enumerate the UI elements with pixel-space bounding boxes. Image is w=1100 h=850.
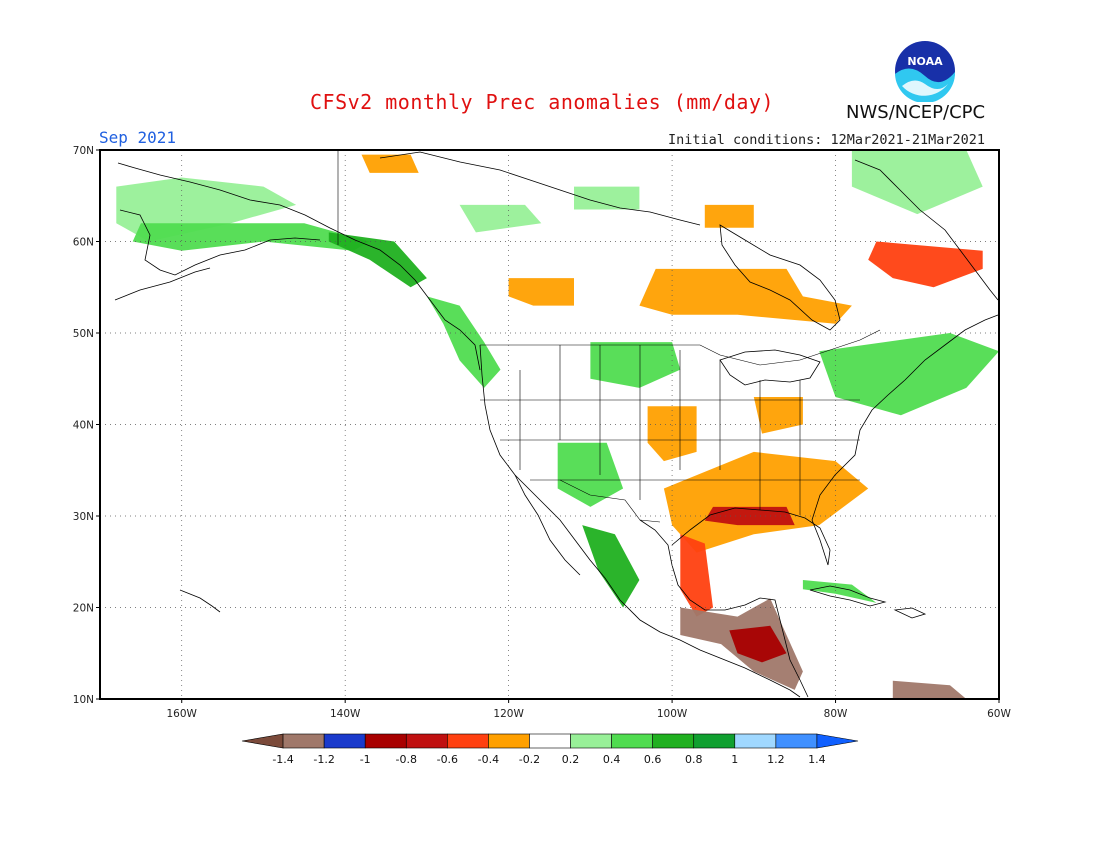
colorbar-segment — [364, 733, 407, 749]
anomaly-region-venezuela-brown — [892, 680, 967, 699]
anomaly-region-sierra-madre-green — [582, 525, 640, 608]
colorbar-label: -0.4 — [478, 753, 499, 766]
colorbar-segment — [323, 733, 366, 749]
colorbar-label: -1 — [360, 753, 371, 766]
anomaly-region-southern-alaska — [132, 223, 370, 251]
aleutians — [114, 267, 211, 301]
us-gulf-coast — [671, 507, 831, 566]
colorbar — [241, 733, 859, 749]
forecast-month: Sep 2021 — [99, 128, 177, 147]
anomaly-region-great-lakes-orange — [753, 397, 803, 434]
agency-label: NWS/NCEP/CPC — [846, 102, 986, 123]
hudson-bay — [719, 224, 841, 331]
us-canada-border — [480, 329, 881, 366]
pacific-coast — [479, 344, 801, 698]
colorbar-segment — [447, 733, 489, 749]
lat-label: 10N — [73, 694, 94, 706]
anomaly-region-cuba-green — [802, 580, 877, 603]
colorbar-segment — [405, 733, 448, 749]
lon-label: 140W — [330, 708, 361, 720]
colorbar-label: 1.2 — [767, 753, 785, 766]
colorbar-segment — [529, 733, 571, 749]
colorbar-segment — [282, 733, 325, 749]
colorbar-label: 1 — [731, 753, 738, 766]
alaska-west-coast — [119, 209, 321, 276]
noaa-logo: NOAA — [895, 41, 956, 102]
colorbar-label: 1.4 — [808, 753, 826, 766]
colorbar-segment — [652, 733, 695, 749]
colorbar-segment — [693, 733, 736, 749]
anomaly-region-central-america-red — [729, 625, 787, 663]
colorbar-segment — [734, 733, 777, 749]
anomaly-region-eastern-mexico-orange — [680, 534, 713, 617]
us-mexico-border — [530, 479, 661, 523]
longitude-labels: 160W 140W 120W 100W 80W 60W — [167, 699, 1011, 720]
anomaly-region-southwest-green — [557, 442, 624, 507]
anomaly-region-nunavut-green — [574, 186, 640, 210]
latitude-labels: 70N 60N 50N 40N 30N 20N 10N — [73, 145, 100, 706]
colorbar-label: 0.6 — [644, 753, 662, 766]
anomaly-region-northern-plains-green — [590, 342, 681, 388]
hispaniola — [893, 607, 927, 619]
coastlines — [114, 151, 999, 698]
colorbar-segment — [611, 733, 653, 749]
borders — [337, 150, 881, 523]
lon-label: 120W — [493, 708, 524, 720]
baja-california — [514, 474, 581, 576]
colorbar-label: -0.8 — [396, 753, 417, 766]
lat-label: 40N — [73, 420, 94, 432]
lat-label: 60N — [73, 237, 94, 249]
colorbar-segment — [570, 733, 612, 749]
lat-label: 20N — [73, 603, 94, 615]
lon-label: 60W — [987, 708, 1011, 720]
lat-label: 30N — [73, 511, 94, 523]
cuba — [809, 585, 887, 607]
lat-label: 70N — [73, 145, 94, 157]
colorbar-segment — [488, 733, 530, 749]
anomaly-region-quebec-labrador — [868, 241, 983, 288]
colorbar-label: 0.2 — [562, 753, 580, 766]
lon-label: 100W — [657, 708, 688, 720]
anomaly-region-baffin-green — [851, 150, 983, 215]
noaa-logo-text: NOAA — [907, 55, 943, 68]
initial-conditions: Initial conditions: 12Mar2021-21Mar2021 — [668, 132, 985, 148]
greenland-baffin — [854, 159, 999, 301]
anomaly-region-northern-canada-green — [459, 204, 542, 233]
arctic-islands — [379, 151, 701, 226]
colorbar-label: 0.8 — [685, 753, 703, 766]
hawaii — [179, 589, 221, 613]
great-lakes — [719, 349, 821, 386]
anomaly-region-southeast-orange — [663, 451, 869, 553]
colorbar-low-arrow — [241, 733, 284, 749]
lon-label: 80W — [824, 708, 848, 720]
state-lines — [480, 345, 860, 515]
lon-label: 160W — [167, 708, 198, 720]
anomaly-region-keewatin — [704, 204, 754, 228]
anomaly-region-alaska-panhandle — [328, 232, 427, 288]
anomaly-region-gulf-coast-red — [704, 506, 795, 526]
anomaly-region-ontario-hudson — [639, 268, 852, 324]
anomaly-region-bc-coast — [426, 296, 501, 388]
alaska-coast — [117, 162, 481, 371]
colorbar-label: -0.6 — [437, 753, 458, 766]
anomaly-region-maritimes-green — [819, 333, 999, 416]
colorbar-label: -0.2 — [519, 753, 540, 766]
lat-label: 50N — [73, 328, 94, 340]
atlantic-coast — [811, 314, 999, 521]
colorbar-labels: -1.4 -1.2 -1 -0.8 -0.6 -0.4 -0.2 0.2 0.4 0.6 0.8 1 1… — [272, 753, 825, 766]
colorbar-segment — [775, 733, 818, 749]
anomaly-region-saskatchewan — [508, 278, 574, 306]
anomaly-region-central-plains-orange — [647, 406, 697, 462]
colorbar-label: -1.2 — [313, 753, 334, 766]
chart-title: CFSv2 monthly Prec anomalies (mm/day) — [310, 90, 775, 114]
colorbar-label: 0.4 — [603, 753, 621, 766]
anomaly-regions — [116, 150, 999, 699]
anomaly-region-yukon-north — [361, 154, 419, 173]
colorbar-label: -1.4 — [272, 753, 293, 766]
colorbar-high-arrow — [816, 733, 859, 749]
